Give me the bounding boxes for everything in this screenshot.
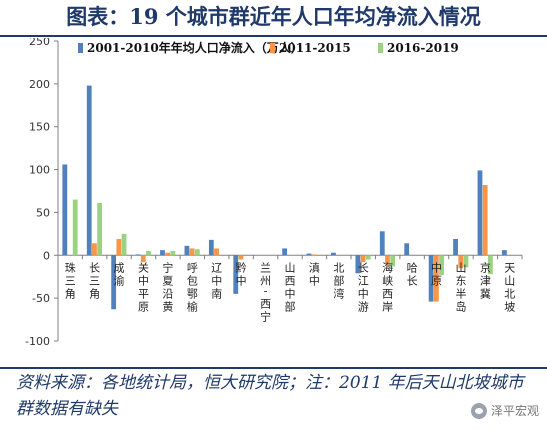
bar-series3-6 bbox=[194, 249, 200, 256]
bar-series2-6 bbox=[189, 248, 195, 256]
bar-series1-10 bbox=[282, 248, 287, 256]
bar-series3-3 bbox=[121, 233, 127, 256]
bar-series1-5 bbox=[160, 250, 165, 256]
x-tick-label: 哈长 bbox=[407, 261, 418, 287]
bar-series3-2 bbox=[97, 203, 103, 256]
bar-series1-4 bbox=[135, 254, 141, 256]
x-tick-label: 珠三角 bbox=[65, 260, 76, 300]
bar-series2-14 bbox=[385, 255, 390, 265]
source-divider bbox=[0, 367, 547, 369]
y-tick-label: 250 bbox=[29, 38, 50, 48]
bar-series1-12 bbox=[331, 252, 336, 256]
x-tick-label: 天山北坡 bbox=[504, 261, 515, 313]
legend-swatch-2 bbox=[270, 43, 275, 53]
x-tick-label: 黔中 bbox=[236, 260, 247, 287]
bar-series1-11 bbox=[306, 253, 312, 256]
bar-series1-13 bbox=[355, 255, 361, 274]
bar-series2-5 bbox=[165, 252, 171, 256]
chart-title: 图表：19 个城市群近年人口年均净流入情况 bbox=[66, 4, 481, 29]
bar-series1-8 bbox=[233, 255, 239, 294]
x-tick-label: 辽中南 bbox=[211, 261, 222, 300]
bar-series1-3 bbox=[111, 255, 117, 310]
x-tick-label: 兰州-西宁 bbox=[260, 261, 271, 323]
bar-series1-14 bbox=[379, 231, 385, 256]
bar-series2-4 bbox=[140, 255, 146, 263]
legend-label-1: 2001-2010年年均人口净流入（万人） bbox=[87, 40, 303, 55]
bar-series1-6 bbox=[184, 245, 190, 256]
x-tick-label: 长江中游 bbox=[358, 261, 369, 313]
bar-series3-17 bbox=[463, 255, 469, 268]
x-tick-label: 海峡西岸 bbox=[382, 260, 393, 313]
title-divider bbox=[0, 35, 547, 37]
bar-series2-17 bbox=[458, 255, 464, 269]
y-tick-label: 0 bbox=[43, 249, 50, 262]
watermark-text: 泽平宏观 bbox=[490, 404, 539, 418]
x-tick-label: 关中平原 bbox=[138, 260, 149, 313]
legend-swatch-1 bbox=[78, 43, 83, 53]
x-tick-label: 滇中 bbox=[309, 260, 320, 287]
x-tick-label: 中原 bbox=[431, 261, 442, 287]
bar-series2-2 bbox=[92, 243, 97, 256]
x-tick-label: 山东半岛 bbox=[455, 261, 466, 313]
bar-series1-16 bbox=[428, 255, 434, 302]
y-tick-label: 150 bbox=[29, 121, 50, 134]
y-tick-label: 50 bbox=[36, 206, 50, 219]
bar-series3-4 bbox=[146, 251, 151, 256]
x-tick-label: 京津冀 bbox=[480, 260, 491, 300]
x-tick-label: 长三角 bbox=[89, 261, 100, 300]
bar-series2-18 bbox=[482, 185, 488, 256]
x-tick-label: 成渝 bbox=[114, 261, 125, 287]
watermark: 泽平宏观 bbox=[470, 402, 539, 419]
bar-series1-7 bbox=[208, 239, 214, 256]
source-note: 资料来源：各地统计局，恒大研究院；注：2011 年后天山北坡城市群数据有缺失 bbox=[16, 373, 524, 419]
y-tick-label: -100 bbox=[25, 335, 50, 348]
bar-series1-19 bbox=[501, 250, 507, 256]
bar-series1-17 bbox=[453, 239, 458, 256]
bar-series2-13 bbox=[360, 255, 366, 263]
y-tick-label: 200 bbox=[29, 78, 50, 91]
bar-series1-15 bbox=[404, 243, 410, 256]
legend-label-2: 2011-2015 bbox=[279, 41, 351, 55]
x-tick-label: 呼包鄂榆 bbox=[187, 261, 198, 313]
bar-series2-7 bbox=[214, 248, 219, 256]
x-tick-label: 北部湾 bbox=[333, 261, 344, 300]
bar-series2-16 bbox=[433, 255, 439, 302]
bar-series3-1 bbox=[72, 199, 78, 256]
y-tick-label: 100 bbox=[29, 164, 50, 177]
bar-series3-18 bbox=[487, 255, 493, 275]
bar-series3-13 bbox=[365, 255, 371, 260]
bar-series3-14 bbox=[390, 255, 396, 267]
legend-label-3: 2016-2019 bbox=[387, 41, 459, 55]
bar-series1-1 bbox=[62, 164, 68, 256]
bar-series1-2 bbox=[86, 85, 92, 256]
bar-series3-5 bbox=[170, 251, 176, 256]
x-tick-label: 宁夏沿黄 bbox=[162, 260, 173, 313]
bar-series3-16 bbox=[439, 255, 444, 275]
x-tick-label: 山西中部 bbox=[285, 261, 296, 313]
legend-swatch-3 bbox=[378, 43, 383, 53]
y-tick-label: -50 bbox=[32, 292, 50, 305]
wechat-icon bbox=[470, 402, 487, 419]
bar-chart: -100 -50 0 50 100 150 200 250 珠三角 长三角 成渝 关中平原 宁夏沿黄 呼包… bbox=[25, 38, 523, 348]
bar-series2-11 bbox=[311, 254, 317, 256]
bar-series2-8 bbox=[238, 255, 244, 260]
bar-series1-18 bbox=[477, 170, 483, 256]
bar-series2-3 bbox=[116, 239, 122, 256]
